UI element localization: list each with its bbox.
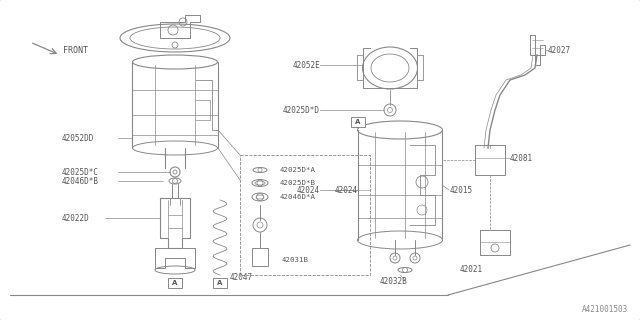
Text: A: A <box>355 119 361 125</box>
Text: 42032B: 42032B <box>380 277 408 286</box>
Text: 42027: 42027 <box>548 45 571 54</box>
Text: 42021: 42021 <box>460 266 483 275</box>
Text: 42046D*A: 42046D*A <box>280 194 316 200</box>
Text: 42052E: 42052E <box>292 60 320 69</box>
Text: 42031B: 42031B <box>282 257 309 263</box>
Text: 42025D*D: 42025D*D <box>283 106 320 115</box>
Text: 42046D*B: 42046D*B <box>62 177 99 186</box>
Text: 42025D*A: 42025D*A <box>280 167 316 173</box>
Text: 42052DD: 42052DD <box>62 133 94 142</box>
Text: 42047: 42047 <box>230 274 253 283</box>
Bar <box>351 117 365 127</box>
Text: 42081: 42081 <box>510 154 533 163</box>
Text: 42022D: 42022D <box>62 213 90 222</box>
Text: 42025D*C: 42025D*C <box>62 167 99 177</box>
Text: A: A <box>218 280 223 286</box>
Bar <box>240 155 370 275</box>
Text: FRONT: FRONT <box>63 45 88 54</box>
Text: 42015: 42015 <box>450 186 473 195</box>
Bar <box>252 248 268 266</box>
Text: 42024: 42024 <box>335 186 358 195</box>
Text: A421001503: A421001503 <box>582 306 628 315</box>
Text: A: A <box>172 280 178 286</box>
Text: 42024: 42024 <box>297 186 320 195</box>
Text: 42025D*B: 42025D*B <box>280 180 316 186</box>
Bar <box>213 278 227 288</box>
Bar <box>168 278 182 288</box>
